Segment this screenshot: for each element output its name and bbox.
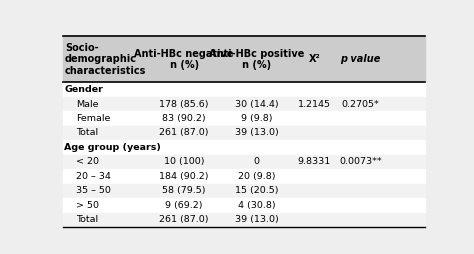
- Bar: [63, 36, 425, 82]
- Bar: [63, 213, 425, 227]
- Bar: [63, 155, 425, 169]
- Bar: [63, 111, 425, 126]
- Text: 1.2145: 1.2145: [298, 100, 331, 108]
- Text: > 50: > 50: [76, 201, 99, 210]
- Text: 0.0073**: 0.0073**: [339, 157, 382, 166]
- Bar: [63, 97, 425, 111]
- Text: Female: Female: [76, 114, 110, 123]
- Text: 83 (90.2): 83 (90.2): [162, 114, 206, 123]
- Text: 58 (79.5): 58 (79.5): [163, 186, 206, 195]
- Text: 261 (87.0): 261 (87.0): [159, 129, 209, 137]
- Text: 261 (87.0): 261 (87.0): [159, 215, 209, 224]
- Bar: [63, 82, 425, 97]
- Text: 0.2705*: 0.2705*: [342, 100, 379, 108]
- Text: Anti-HBc negative
n (%): Anti-HBc negative n (%): [135, 49, 234, 70]
- Text: 9 (9.8): 9 (9.8): [241, 114, 272, 123]
- Text: Anti-HBc positive
n (%): Anti-HBc positive n (%): [209, 49, 304, 70]
- Text: Age group (years): Age group (years): [64, 143, 161, 152]
- Bar: [63, 140, 425, 155]
- Text: 20 – 34: 20 – 34: [76, 172, 110, 181]
- Text: p value: p value: [340, 54, 381, 64]
- Text: 10 (100): 10 (100): [164, 157, 204, 166]
- Text: 9.8331: 9.8331: [298, 157, 331, 166]
- Bar: [63, 184, 425, 198]
- Text: 184 (90.2): 184 (90.2): [159, 172, 209, 181]
- Bar: [63, 126, 425, 140]
- Text: 4 (30.8): 4 (30.8): [237, 201, 275, 210]
- Text: 15 (20.5): 15 (20.5): [235, 186, 278, 195]
- Text: 9 (69.2): 9 (69.2): [165, 201, 203, 210]
- Text: Total: Total: [76, 215, 98, 224]
- Text: 39 (13.0): 39 (13.0): [235, 215, 278, 224]
- Text: X²: X²: [309, 54, 320, 64]
- Text: 30 (14.4): 30 (14.4): [235, 100, 278, 108]
- Text: 178 (85.6): 178 (85.6): [159, 100, 209, 108]
- Text: 0: 0: [254, 157, 259, 166]
- Text: < 20: < 20: [76, 157, 99, 166]
- Bar: [63, 198, 425, 213]
- Text: Male: Male: [76, 100, 98, 108]
- Text: Gender: Gender: [64, 85, 103, 94]
- Text: 20 (9.8): 20 (9.8): [238, 172, 275, 181]
- Text: Socio-
demographic
characteristics: Socio- demographic characteristics: [65, 43, 146, 76]
- Bar: [63, 169, 425, 184]
- Text: 39 (13.0): 39 (13.0): [235, 129, 278, 137]
- Text: Total: Total: [76, 129, 98, 137]
- Text: 35 – 50: 35 – 50: [76, 186, 110, 195]
